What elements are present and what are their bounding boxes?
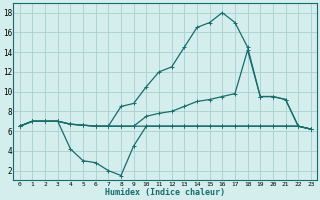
X-axis label: Humidex (Indice chaleur): Humidex (Indice chaleur) bbox=[105, 188, 225, 197]
